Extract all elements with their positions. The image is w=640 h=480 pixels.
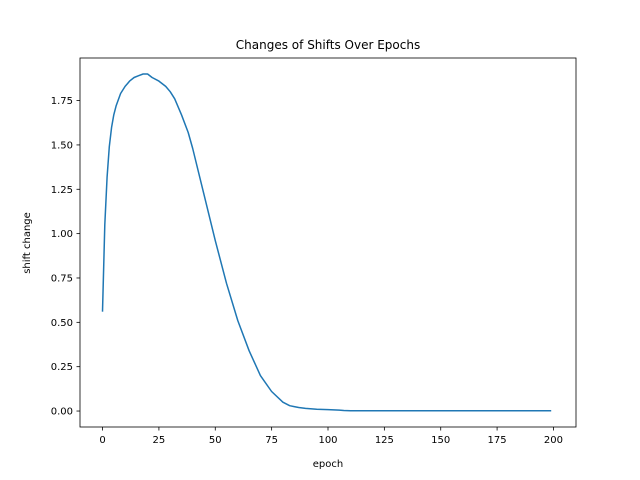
x-tick-label: 25: [153, 435, 166, 446]
y-axis: 0.00 0.25 0.50 0.75 1.00 1.25 1.50 1.75: [51, 96, 80, 418]
y-tick-label: 0.25: [51, 362, 73, 373]
x-tick-label: 100: [318, 435, 337, 446]
x-tick-label: 125: [375, 435, 394, 446]
x-axis: 0 25 50 75 100 125 150 175 200: [99, 427, 563, 446]
y-axis-label: shift change: [22, 212, 33, 274]
x-tick-label: 200: [544, 435, 563, 446]
y-tick-label: 0.75: [51, 273, 73, 284]
x-tick-label: 150: [431, 435, 450, 446]
y-tick-label: 1.25: [51, 185, 73, 196]
y-tick-label: 1.50: [51, 140, 73, 151]
y-tick-label: 1.00: [51, 229, 73, 240]
x-tick-label: 175: [488, 435, 507, 446]
x-tick-label: 50: [209, 435, 222, 446]
x-tick-label: 0: [99, 435, 105, 446]
x-tick-label: 75: [265, 435, 278, 446]
chart-title: Changes of Shifts Over Epochs: [236, 38, 420, 52]
plot-area: [79, 57, 577, 428]
y-tick-label: 1.75: [51, 96, 73, 107]
series-line-0: [101, 73, 552, 412]
y-tick-label: 0.00: [51, 407, 73, 418]
y-tick-label: 0.50: [51, 318, 73, 329]
plot-frame: [79, 57, 577, 428]
x-axis-label: epoch: [313, 459, 343, 470]
